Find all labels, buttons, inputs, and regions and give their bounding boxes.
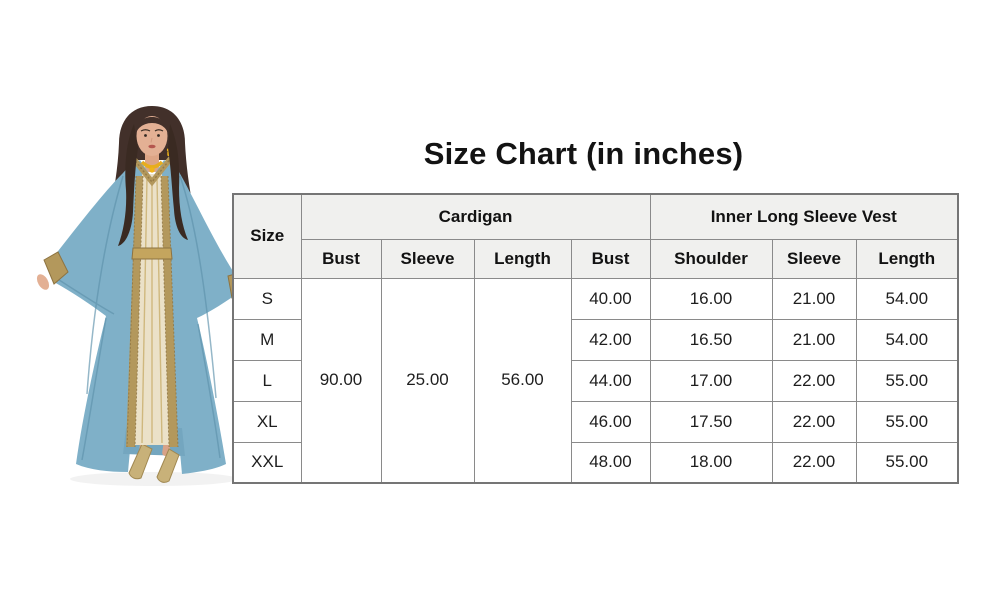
cell-shoulder-l: 17.00 bbox=[649, 359, 773, 402]
cell-size-l: L bbox=[232, 359, 302, 402]
cell-shoulder-m: 16.50 bbox=[649, 318, 773, 361]
cell-sleeve-l: 22.00 bbox=[771, 359, 857, 402]
cell-shoulder-xxl: 18.00 bbox=[649, 441, 773, 484]
gold-band-texture bbox=[126, 175, 179, 448]
model-hair-top bbox=[136, 117, 168, 132]
group-header-cardigan: Cardigan bbox=[300, 193, 651, 240]
model-hand-left bbox=[36, 274, 50, 290]
table-row-l: L 44.00 17.00 22.00 55.00 bbox=[232, 359, 959, 402]
neckline-trim bbox=[130, 156, 174, 187]
gold-band-right bbox=[161, 176, 178, 447]
kaftan-folds bbox=[55, 175, 221, 461]
necklace bbox=[140, 160, 164, 169]
shoe-right bbox=[156, 448, 180, 483]
belt bbox=[131, 247, 173, 260]
col-header-cardigan-bust: Bust bbox=[300, 238, 382, 279]
cell-sleeve-xxl: 22.00 bbox=[771, 441, 857, 484]
cell-size-s: S bbox=[232, 277, 302, 320]
col-header-sleeve: Sleeve bbox=[771, 238, 857, 279]
table-row-m: M 42.00 16.50 21.00 54.00 bbox=[232, 318, 959, 361]
model-hair-front-right bbox=[168, 124, 188, 240]
model-illustration bbox=[36, 106, 250, 486]
cell-shoulder-s: 16.00 bbox=[649, 277, 773, 320]
header-group-row: Size Cardigan Inner Long Sleeve Vest bbox=[232, 193, 959, 279]
cell-length-m: 54.00 bbox=[855, 318, 959, 361]
group-header-inner-vest: Inner Long Sleeve Vest bbox=[649, 193, 959, 240]
header-sub-row: Bust Sleeve Length Bust Shoulder Sleeve … bbox=[233, 238, 959, 279]
cell-length-l: 55.00 bbox=[855, 359, 959, 402]
cell-bust-xxl: 48.00 bbox=[570, 441, 651, 484]
cell-size-m: M bbox=[232, 318, 302, 361]
cell-size-xxl: XXL bbox=[232, 441, 302, 484]
floor-shadow bbox=[70, 472, 238, 486]
col-header-shoulder: Shoulder bbox=[649, 238, 773, 279]
model-hair-front-left bbox=[118, 124, 138, 246]
cell-length-xl: 55.00 bbox=[855, 400, 959, 443]
col-header-cardigan-length: Length bbox=[473, 238, 572, 279]
cell-shoulder-xl: 17.50 bbox=[649, 400, 773, 443]
model-face-features bbox=[140, 129, 164, 149]
product-photo bbox=[30, 98, 262, 490]
cell-bust-xl: 46.00 bbox=[570, 400, 651, 443]
shoe-left bbox=[128, 443, 153, 480]
necklace-pendant bbox=[149, 167, 155, 173]
model-face bbox=[136, 116, 168, 156]
cell-bust-s: 40.00 bbox=[570, 277, 651, 320]
center-panel-stripes bbox=[141, 177, 163, 444]
size-chart-table: Size Cardigan Inner Long Sleeve Vest Bus… bbox=[232, 193, 960, 484]
cell-cardigan-length-merged: 56.00 bbox=[473, 277, 572, 484]
table-row-xxl: XXL 48.00 18.00 22.00 55.00 bbox=[232, 441, 959, 484]
cell-cardigan-sleeve-merged: 25.00 bbox=[380, 277, 475, 484]
col-header-bust: Bust bbox=[570, 238, 651, 279]
cuff-left bbox=[43, 251, 69, 285]
cell-bust-m: 42.00 bbox=[570, 318, 651, 361]
table-row-s: S 90.00 25.00 56.00 40.00 16.00 21.00 54… bbox=[232, 277, 959, 484]
cell-length-xxl: 55.00 bbox=[855, 441, 959, 484]
cell-sleeve-m: 21.00 bbox=[771, 318, 857, 361]
col-header-cardigan-sleeve: Sleeve bbox=[380, 238, 475, 279]
cell-bust-l: 44.00 bbox=[570, 359, 651, 402]
cell-sleeve-s: 21.00 bbox=[771, 277, 857, 320]
cell-sleeve-xl: 22.00 bbox=[771, 400, 857, 443]
corner-header-size: Size bbox=[232, 193, 302, 279]
page-title: Size Chart (in inches) bbox=[423, 136, 744, 171]
cell-length-s: 54.00 bbox=[855, 277, 959, 320]
cell-cardigan-bust-merged: 90.00 bbox=[300, 277, 382, 484]
table-row-xl: XL 46.00 17.50 22.00 55.00 bbox=[232, 400, 959, 443]
col-header-length: Length bbox=[855, 238, 959, 279]
gold-band-left bbox=[126, 176, 143, 447]
cell-size-xl: XL bbox=[232, 400, 302, 443]
